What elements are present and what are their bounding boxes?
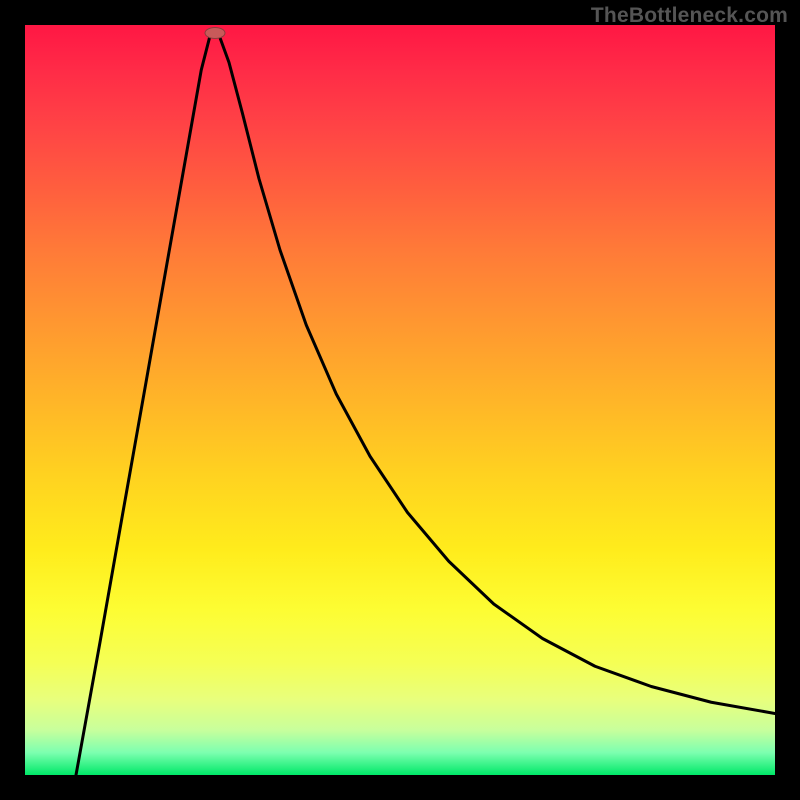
optimal-point-marker <box>204 27 225 39</box>
bottleneck-curve <box>25 25 775 775</box>
chart-frame: TheBottleneck.com <box>0 0 800 800</box>
plot-area <box>25 25 775 775</box>
